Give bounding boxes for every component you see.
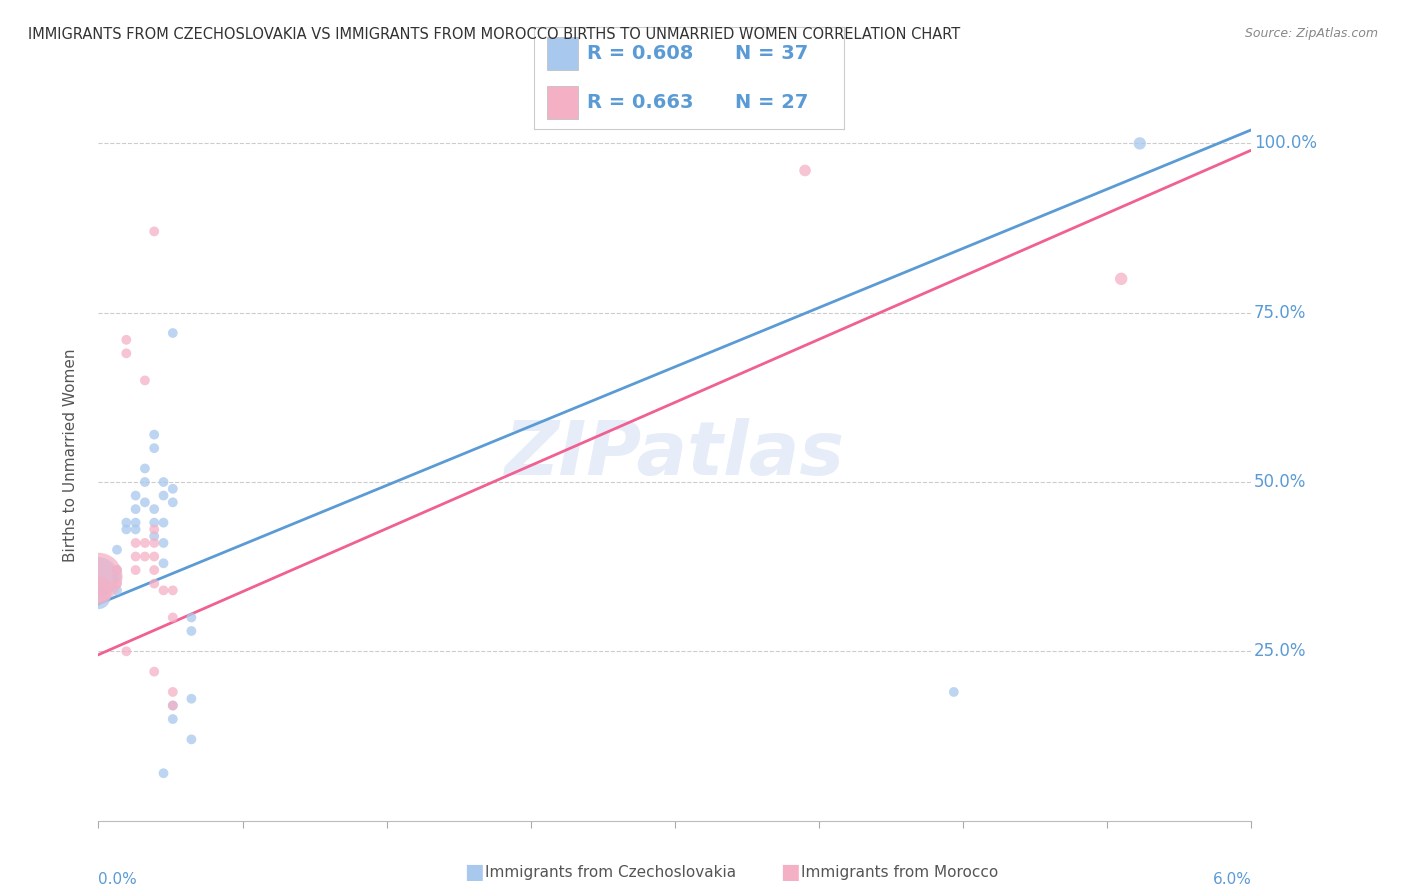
Text: R = 0.663: R = 0.663 xyxy=(586,93,693,112)
Point xyxy=(115,516,138,530)
Point xyxy=(143,516,166,530)
Text: 100.0%: 100.0% xyxy=(1254,135,1316,153)
Point xyxy=(143,523,166,537)
Point xyxy=(143,536,166,550)
Point xyxy=(162,583,184,598)
Point xyxy=(134,373,156,387)
Point xyxy=(162,482,184,496)
Point xyxy=(105,576,128,591)
Point xyxy=(143,549,166,564)
Point xyxy=(115,333,138,347)
Point xyxy=(115,644,138,658)
Text: Immigrants from Morocco: Immigrants from Morocco xyxy=(801,865,998,880)
Point xyxy=(115,523,138,537)
Point xyxy=(180,624,202,638)
Text: 75.0%: 75.0% xyxy=(1254,303,1306,322)
Point xyxy=(162,685,184,699)
Point xyxy=(143,563,166,577)
Point xyxy=(180,610,202,624)
Point xyxy=(134,495,156,509)
Point xyxy=(152,536,174,550)
Point xyxy=(143,441,166,455)
Point xyxy=(1109,272,1132,286)
Text: N = 27: N = 27 xyxy=(735,93,808,112)
Point xyxy=(162,610,184,624)
Point xyxy=(87,570,110,584)
Point xyxy=(162,698,184,713)
Point xyxy=(124,536,146,550)
Text: 50.0%: 50.0% xyxy=(1254,473,1306,491)
Point xyxy=(134,461,156,475)
Point xyxy=(143,224,166,238)
Point xyxy=(143,665,166,679)
Text: N = 37: N = 37 xyxy=(735,44,808,63)
Point xyxy=(152,556,174,570)
Point xyxy=(105,583,128,598)
Point xyxy=(143,427,166,442)
Point xyxy=(87,590,110,604)
Text: IMMIGRANTS FROM CZECHOSLOVAKIA VS IMMIGRANTS FROM MOROCCO BIRTHS TO UNMARRIED WO: IMMIGRANTS FROM CZECHOSLOVAKIA VS IMMIGR… xyxy=(28,27,960,42)
Point xyxy=(134,536,156,550)
Point xyxy=(152,583,174,598)
Point xyxy=(143,576,166,591)
Point xyxy=(162,326,184,340)
Point xyxy=(143,502,166,516)
Bar xyxy=(547,87,578,119)
Point xyxy=(105,570,128,584)
Point xyxy=(124,489,146,503)
Point xyxy=(794,163,817,178)
Text: R = 0.608: R = 0.608 xyxy=(586,44,693,63)
Point xyxy=(134,475,156,489)
Point xyxy=(87,570,110,584)
Point xyxy=(105,563,128,577)
Point xyxy=(124,523,146,537)
Text: 25.0%: 25.0% xyxy=(1254,642,1306,660)
Point xyxy=(180,732,202,747)
Point xyxy=(942,685,965,699)
Point xyxy=(124,516,146,530)
Point xyxy=(115,346,138,360)
Point xyxy=(124,549,146,564)
Point xyxy=(105,563,128,577)
Text: 0.0%: 0.0% xyxy=(98,871,138,887)
Point xyxy=(152,489,174,503)
Point xyxy=(152,766,174,780)
Point xyxy=(152,516,174,530)
Point xyxy=(162,712,184,726)
Text: 6.0%: 6.0% xyxy=(1212,871,1251,887)
Text: Immigrants from Czechoslovakia: Immigrants from Czechoslovakia xyxy=(485,865,737,880)
Point xyxy=(143,529,166,543)
Point xyxy=(124,502,146,516)
Text: ZIPatlas: ZIPatlas xyxy=(505,418,845,491)
Y-axis label: Births to Unmarried Women: Births to Unmarried Women xyxy=(63,348,77,562)
Point xyxy=(162,495,184,509)
Point xyxy=(152,475,174,489)
Point xyxy=(105,542,128,557)
Point xyxy=(134,549,156,564)
Point xyxy=(87,583,110,598)
Bar xyxy=(547,37,578,70)
Text: ■: ■ xyxy=(780,863,800,882)
Text: Source: ZipAtlas.com: Source: ZipAtlas.com xyxy=(1244,27,1378,40)
Point xyxy=(162,698,184,713)
Point xyxy=(180,691,202,706)
Point xyxy=(124,563,146,577)
Text: ■: ■ xyxy=(464,863,484,882)
Point xyxy=(1129,136,1152,151)
